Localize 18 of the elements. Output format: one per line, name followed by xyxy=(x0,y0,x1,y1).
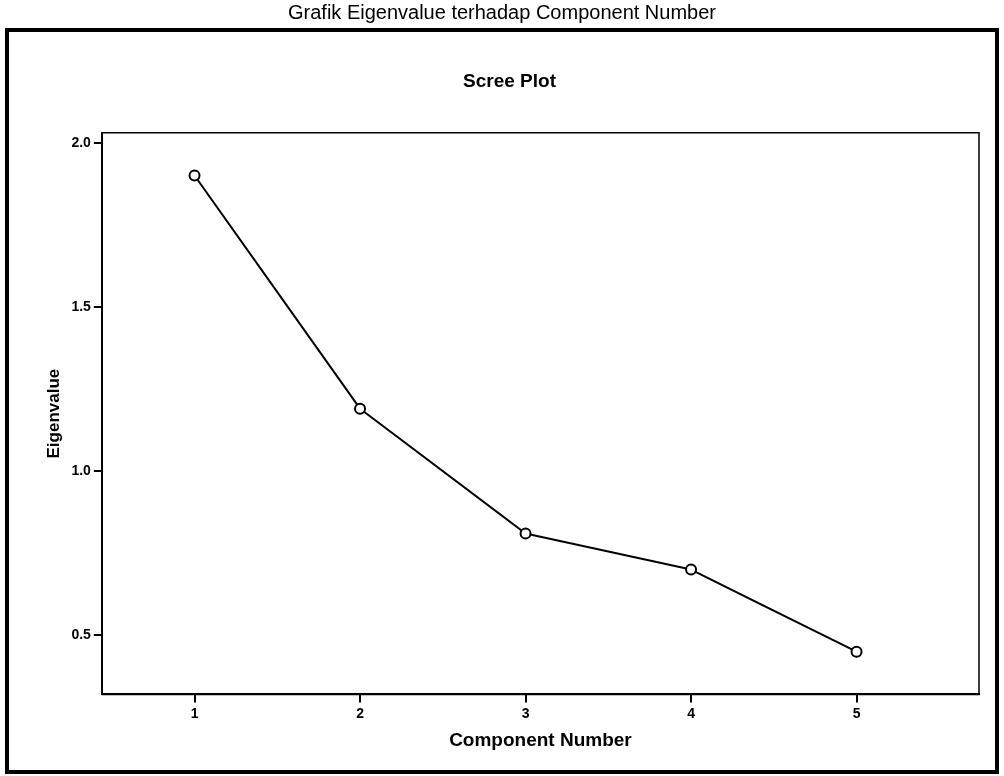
x-tick-label: 3 xyxy=(521,704,530,721)
point xyxy=(850,645,863,658)
y-tick-label: 1.5 xyxy=(71,297,92,314)
y-axis-title: Eigenvalue xyxy=(43,368,63,459)
point xyxy=(685,563,698,576)
text: Grafik Eigenvalue terhadap Component Number xyxy=(287,0,717,24)
point xyxy=(354,402,367,415)
y-tick-label: 0.5 xyxy=(71,626,92,643)
x-tick-label: 5 xyxy=(852,704,861,721)
x-tick-label: 2 xyxy=(356,704,365,721)
y-tick-label: 1.0 xyxy=(71,461,92,478)
x-tick-label: 4 xyxy=(687,704,696,721)
x-tick-label: 1 xyxy=(190,704,199,721)
point xyxy=(188,169,201,182)
point xyxy=(519,527,532,540)
x-axis-title: Component Number xyxy=(449,728,633,750)
chart-title: Scree Plot xyxy=(463,69,557,91)
y-tick-label: 2.0 xyxy=(71,133,92,150)
